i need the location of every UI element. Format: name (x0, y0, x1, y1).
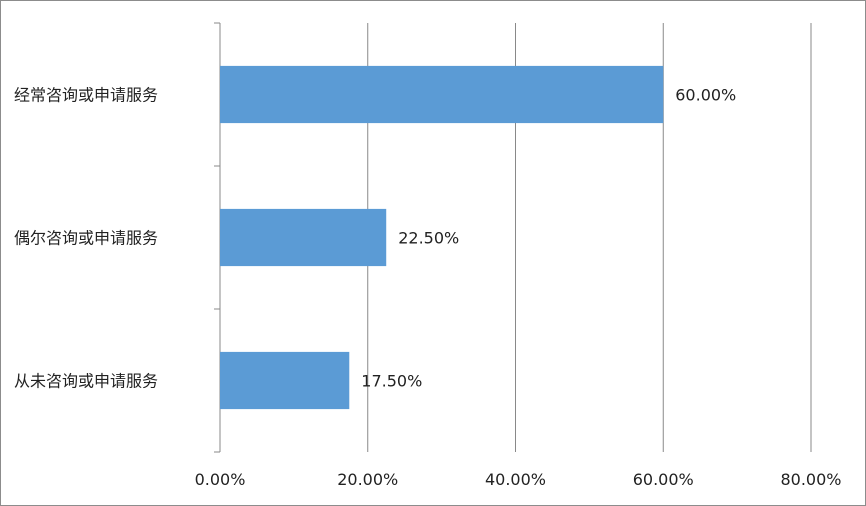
x-tick-label-1: 20.00% (337, 470, 398, 489)
category-label-2: 从未咨询或申请服务 (14, 372, 158, 391)
x-tick-label-2: 40.00% (485, 470, 546, 489)
bar-0 (220, 65, 664, 124)
data-label-2: 17.50% (361, 372, 422, 391)
x-tick-label-4: 80.00% (780, 470, 841, 489)
category-label-0: 经常咨询或申请服务 (14, 86, 158, 105)
bar-2 (220, 351, 350, 410)
category-label-1: 偶尔咨询或申请服务 (14, 229, 158, 248)
x-tick-label-0: 0.00% (195, 470, 246, 489)
bar-1 (220, 208, 387, 267)
data-label-0: 60.00% (675, 86, 736, 105)
x-tick-label-3: 60.00% (633, 470, 694, 489)
data-label-1: 22.50% (398, 229, 459, 248)
